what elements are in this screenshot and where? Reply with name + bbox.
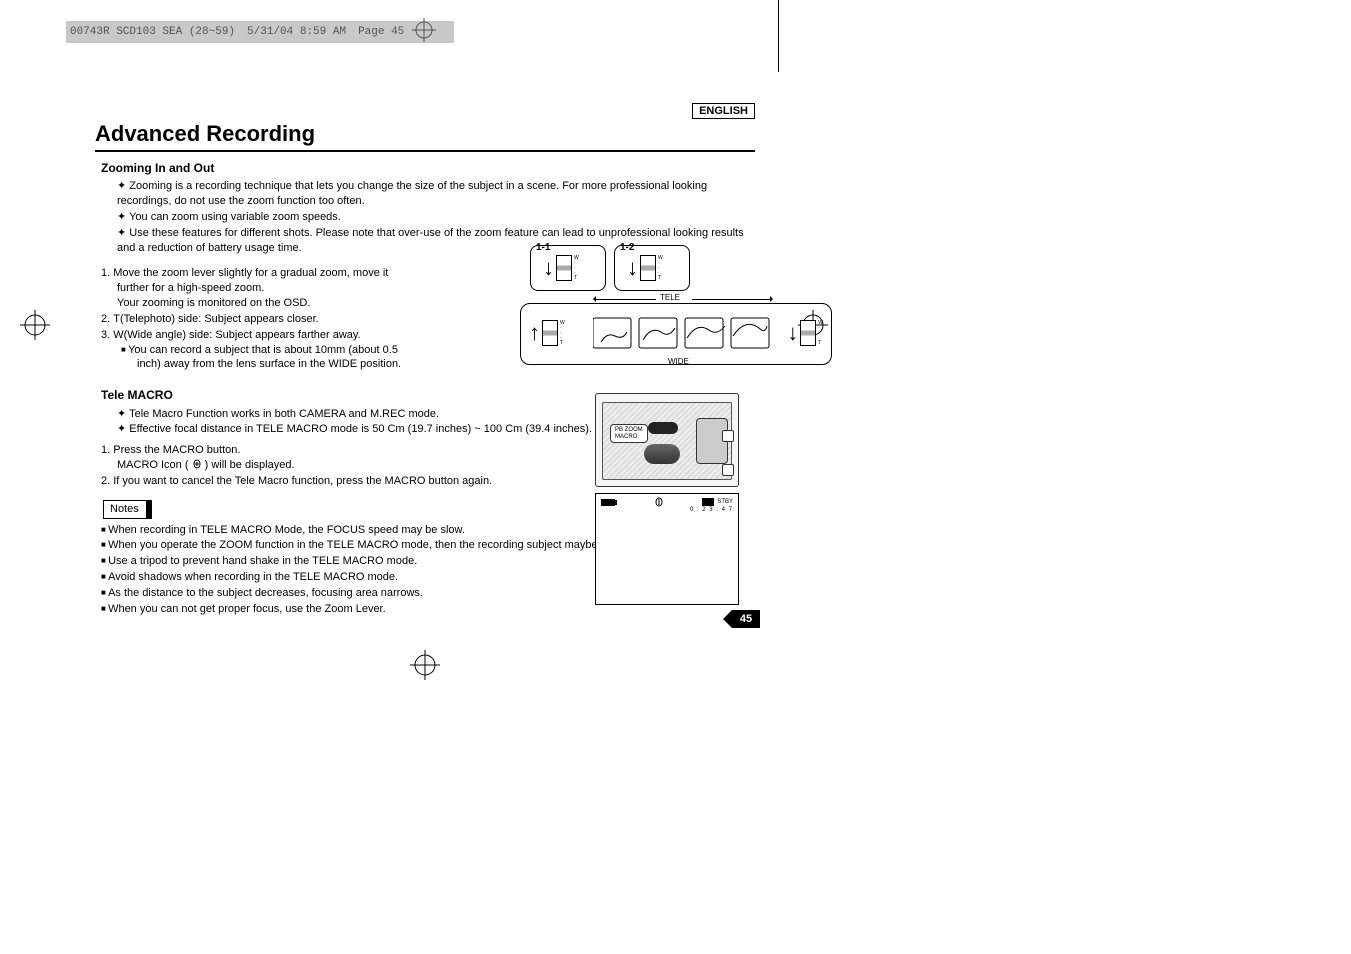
registration-mark-icon — [20, 310, 50, 340]
proof-header: 00743R SCD103 SEA (28~59) 5/31/04 8:59 A… — [66, 21, 454, 43]
control-dial-icon — [644, 444, 680, 464]
step-num: 3. — [101, 329, 110, 341]
step-subtext: MACRO Icon ( ) will be displayed. — [117, 459, 295, 471]
zoom-step: 2. T(Telephoto) side: Subject appears cl… — [101, 312, 415, 327]
step-num: 1. — [101, 267, 110, 279]
macro-label-line: MACRO — [615, 434, 637, 440]
page-number: 45 — [732, 610, 760, 628]
tele-arrow-left — [594, 299, 656, 300]
battery-icon — [601, 499, 615, 506]
zoom-diagram: 1-1 1-2 ↓ W···T ↓ W···T TELE ↑ W···T — [520, 245, 840, 375]
step-text: Press the MACRO button. — [113, 444, 240, 456]
file-id: 00743R SCD103 SEA (28~59) — [70, 26, 235, 38]
step-sub-square: You can record a subject that is about 1… — [137, 343, 415, 373]
step-num: 2. — [101, 475, 110, 487]
macro-icon — [654, 497, 664, 507]
step-num: 1. — [101, 444, 110, 456]
camera-illustration: PB ZOOM MACRO — [595, 393, 739, 487]
step-num: 2. — [101, 313, 110, 325]
zoom-lever-down-icon: ↓ W···T — [627, 255, 663, 281]
zoom-step: 3. W(Wide angle) side: Subject appears f… — [101, 328, 415, 373]
zoom-intro-item: Zooming is a recording technique that le… — [117, 179, 755, 209]
page-title: Advanced Recording — [95, 121, 755, 152]
stby-label: STBY — [717, 499, 733, 505]
osd-screen: STBY 0 : 2 3 : 4 7 — [595, 493, 739, 605]
tele-label: TELE — [660, 293, 680, 302]
zoom-step: 1. Move the zoom lever slightly for a gr… — [101, 266, 415, 311]
step-text: W(Wide angle) side: Subject appears fart… — [113, 329, 360, 341]
trim-mark — [778, 0, 779, 72]
registration-mark-icon — [410, 650, 440, 680]
zoom-intro-item: You can zoom using variable zoom speeds. — [117, 210, 755, 225]
manual-page: ENGLISH Advanced Recording Zooming In an… — [95, 95, 755, 635]
macro-label-line: PB ZOOM — [615, 427, 643, 433]
step-text: Move the zoom lever slightly for a gradu… — [113, 267, 388, 294]
proof-page: Page 45 — [358, 26, 404, 38]
step-text: If you want to cancel the Tele Macro fun… — [113, 475, 492, 487]
zoom-lever-down-icon: ↓ W···T — [543, 255, 579, 281]
notes-heading: Notes — [103, 500, 152, 519]
timecode: 0 : 2 3 : 4 7 — [596, 507, 733, 513]
sample-frames-icon — [593, 314, 773, 354]
section-heading-zoom: Zooming In and Out — [101, 160, 755, 176]
language-label: ENGLISH — [692, 103, 755, 119]
wide-label: WIDE — [668, 357, 689, 366]
button-icon — [722, 430, 734, 442]
button-icon — [722, 464, 734, 476]
macro-button-label: PB ZOOM MACRO — [610, 424, 648, 443]
tele-arrow-right — [692, 299, 772, 300]
proof-timestamp: 5/31/04 8:59 AM — [247, 26, 346, 38]
zoom-steps: 1. Move the zoom lever slightly for a gr… — [101, 266, 415, 372]
step-subtext: Your zooming is monitored on the OSD. — [117, 297, 310, 309]
zoom-lever-down-icon: ↓ W···T — [787, 320, 823, 346]
step-text: T(Telephoto) side: Subject appears close… — [113, 313, 318, 325]
tape-icon — [702, 498, 714, 506]
macro-button-icon — [648, 422, 678, 434]
zoom-intro-list: Zooming is a recording technique that le… — [117, 179, 755, 255]
zoom-lever-up-icon: ↑ W···T — [529, 320, 565, 346]
registration-mark-icon — [412, 18, 436, 42]
